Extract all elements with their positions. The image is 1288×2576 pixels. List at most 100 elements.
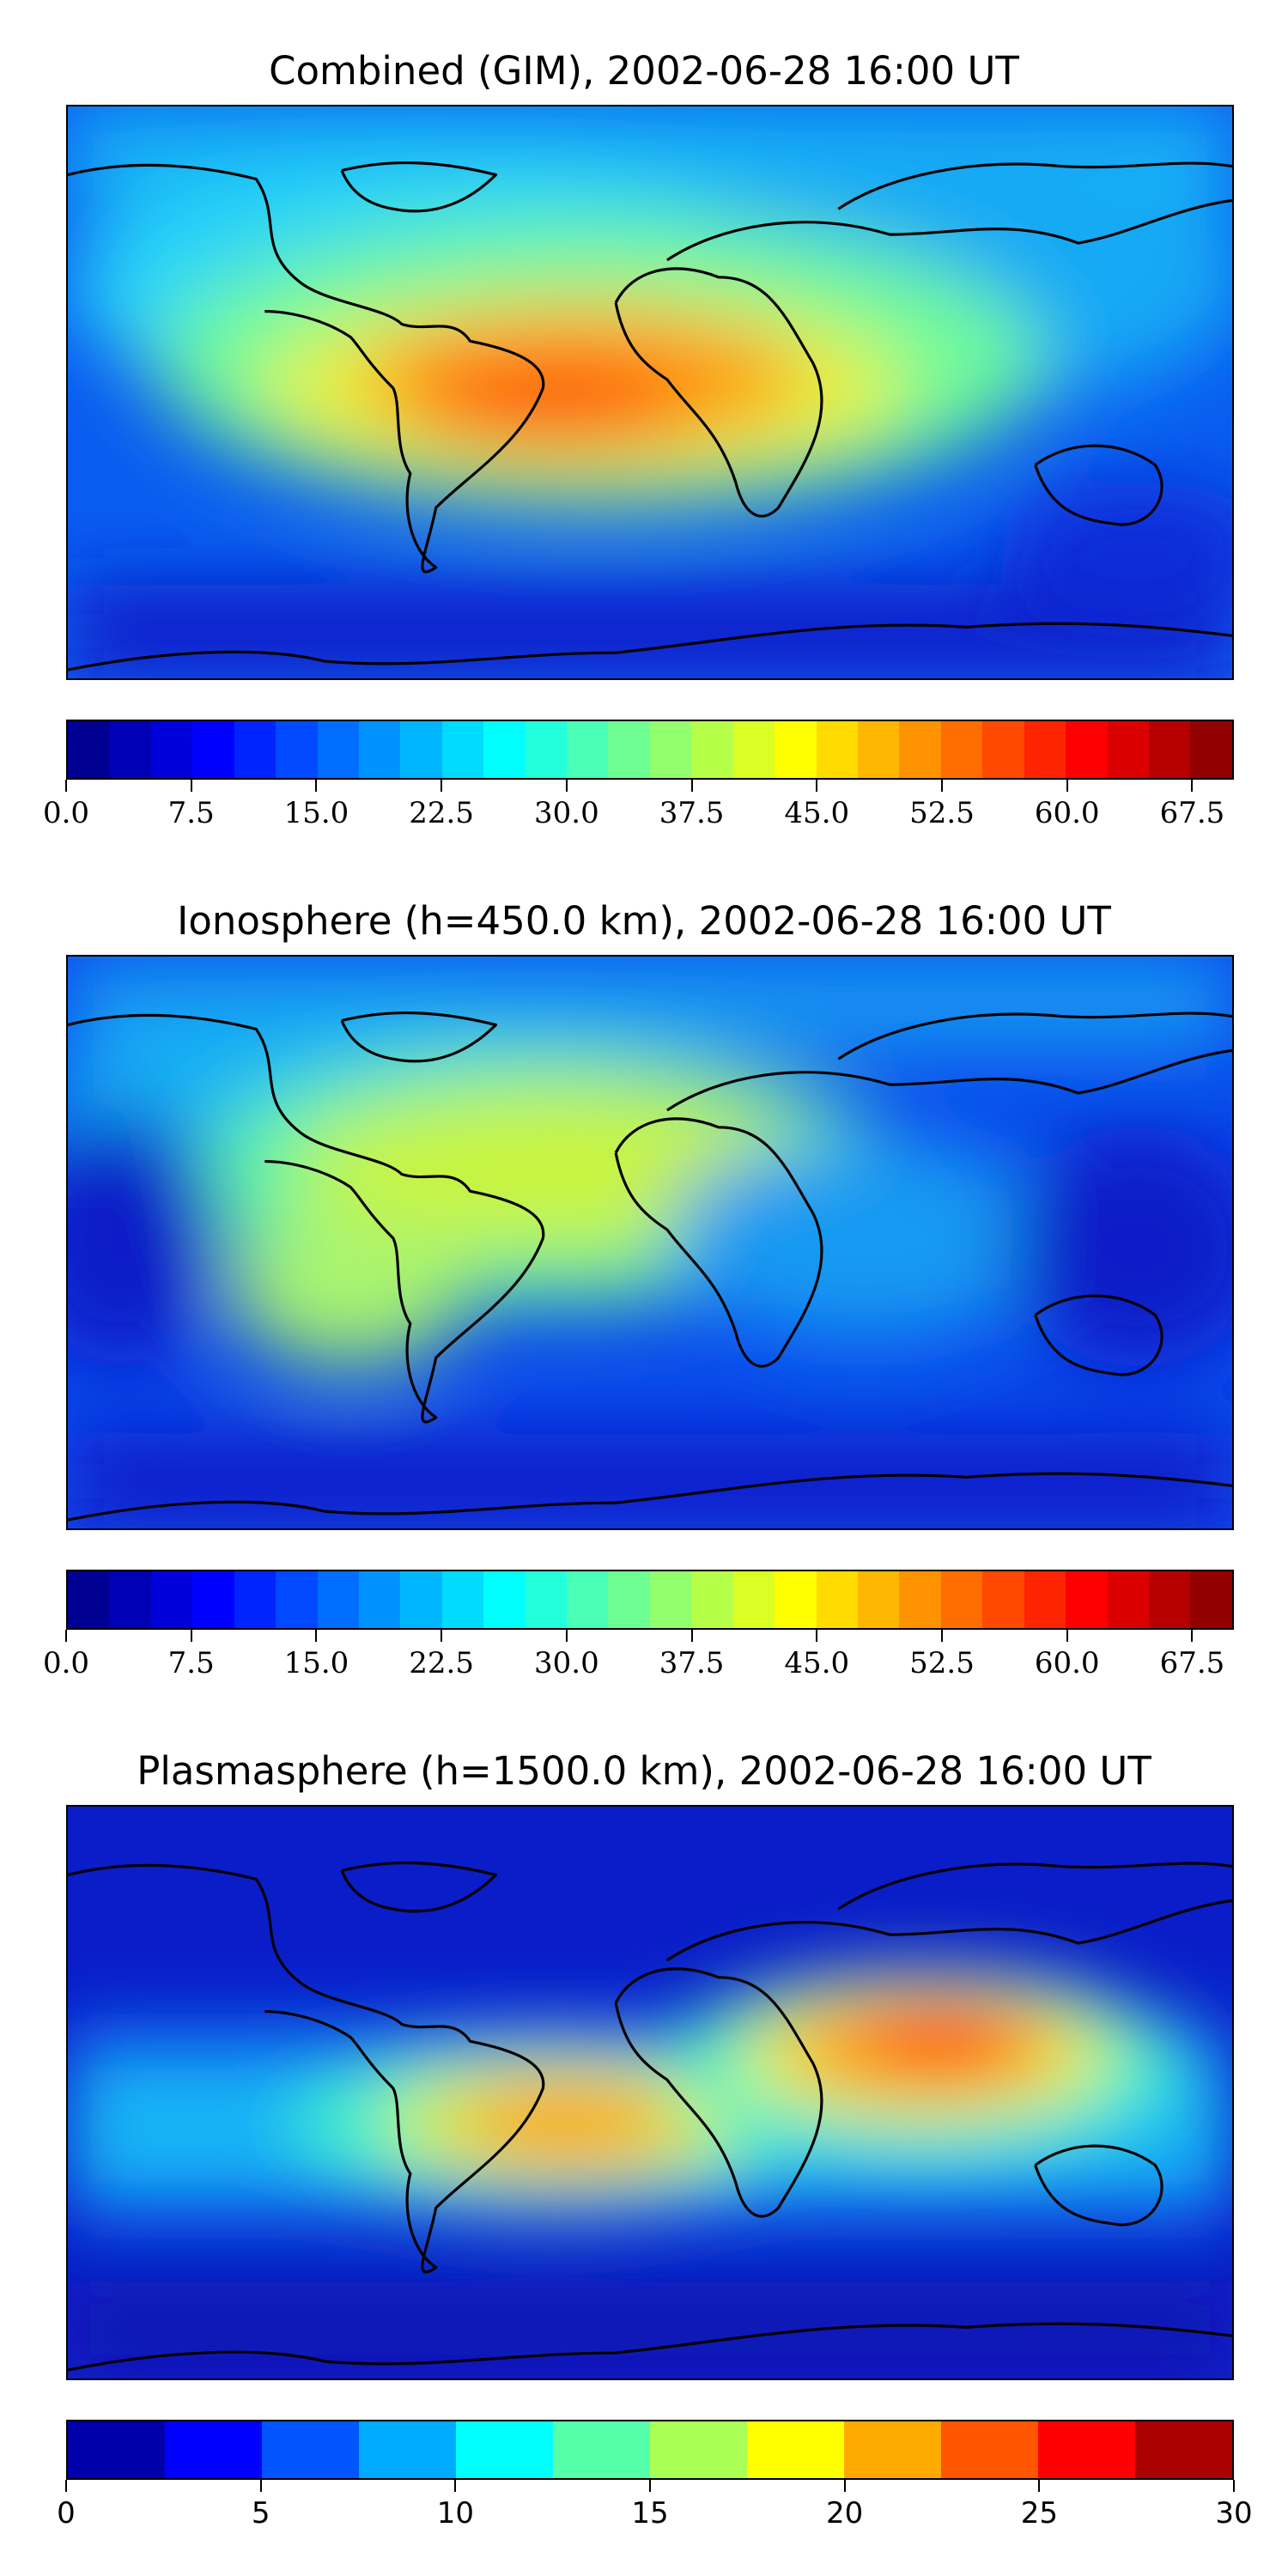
- colorbar-tick-label: 20: [826, 2496, 864, 2530]
- colorbar-level: [747, 2421, 844, 2478]
- colorbar-tick-mark: [65, 2480, 67, 2492]
- colorbar-level: [358, 1571, 401, 1628]
- colorbar-tick-mark: [690, 780, 693, 792]
- colorbar-level: [276, 1571, 318, 1628]
- colorbar-level: [109, 1571, 151, 1628]
- colorbar-level: [940, 721, 983, 778]
- colorbar-level: [899, 721, 941, 778]
- colorbar-tick-label: 67.5: [1159, 796, 1225, 830]
- colorbar-tick-label: 22.5: [409, 796, 474, 830]
- colorbar-level: [567, 1571, 609, 1628]
- colorbar-tick-mark: [65, 780, 67, 792]
- colorbar-level: [1066, 1571, 1108, 1628]
- colorbar-level: [68, 1571, 110, 1628]
- panel-1-colorbar: [66, 720, 1234, 780]
- colorbar-level: [1107, 721, 1149, 778]
- colorbar-level: [816, 721, 859, 778]
- colorbar-level: [649, 721, 692, 778]
- colorbar-level: [567, 721, 609, 778]
- colorbar-level: [775, 1571, 817, 1628]
- colorbar-tick-mark: [440, 780, 443, 792]
- panel-2-colorbar: [66, 1570, 1234, 1630]
- colorbar-tick-mark: [843, 2480, 846, 2492]
- colorbar-level: [732, 1571, 775, 1628]
- colorbar-level: [691, 721, 733, 778]
- colorbar-tick-label: 10: [436, 2496, 474, 2530]
- colorbar-level: [150, 1571, 193, 1628]
- colorbar-tick-mark: [65, 1630, 67, 1642]
- panel-1-coastlines: [68, 161, 1232, 671]
- panel-1-title: Combined (GIM), 2002-06-28 16:00 UT: [269, 48, 1019, 94]
- colorbar-level: [553, 2421, 650, 2478]
- colorbar-level: [940, 1571, 983, 1628]
- colorbar-tick-label: 45.0: [784, 796, 850, 830]
- colorbar-tick-label: 7.5: [167, 796, 215, 830]
- colorbar-level: [941, 2421, 1038, 2478]
- colorbar-tick-label: 67.5: [1159, 1646, 1225, 1680]
- colorbar-tick-label: 30.0: [533, 796, 599, 830]
- colorbar-tick-mark: [315, 1630, 318, 1642]
- colorbar-level: [1148, 1571, 1191, 1628]
- colorbar-tick-label: 60.0: [1034, 1646, 1100, 1680]
- colorbar-level: [525, 721, 568, 778]
- colorbar-level: [68, 721, 110, 778]
- colorbar-tick-label: 22.5: [409, 1646, 474, 1680]
- colorbar-level: [899, 1571, 941, 1628]
- colorbar-level: [1066, 721, 1108, 778]
- panel-2-coastlines: [68, 1011, 1232, 1522]
- colorbar-tick-label: 0.0: [42, 1646, 90, 1680]
- panel-1-colorbar-ticks: 0.0 7.5 15.0 22.5 30.0 37.5 45.0 52.5 60.0 67.5: [43, 780, 1234, 828]
- colorbar-level: [525, 1571, 568, 1628]
- colorbar-tick-label: 25: [1020, 2496, 1058, 2530]
- colorbar-level: [456, 2421, 553, 2478]
- colorbar-tick-mark: [816, 780, 818, 792]
- panel-3-colorbar: [66, 2420, 1234, 2480]
- colorbar-level: [1024, 1571, 1066, 1628]
- panel-3-coastlines: [68, 1861, 1232, 2372]
- panel-3-map: [66, 1805, 1234, 2380]
- colorbar-level: [192, 721, 234, 778]
- colorbar-tick-label: 0: [57, 2496, 76, 2530]
- colorbar-tick-mark: [941, 780, 943, 792]
- colorbar-tick-mark: [690, 1630, 693, 1642]
- colorbar-tick-mark: [941, 1630, 943, 1642]
- colorbar-tick-mark: [1038, 2480, 1041, 2492]
- colorbar-level: [483, 721, 526, 778]
- colorbar-tick-mark: [1066, 780, 1068, 792]
- panel-2-title: Ionosphere (h=450.0 km), 2002-06-28 16:0…: [177, 898, 1111, 944]
- colorbar-level: [982, 1571, 1024, 1628]
- colorbar-tick-label: 30.0: [533, 1646, 599, 1680]
- colorbar-level: [234, 721, 276, 778]
- colorbar-level: [858, 1571, 900, 1628]
- colorbar-level: [109, 721, 151, 778]
- panel-2-colorbar-ticks: 0.0 7.5 15.0 22.5 30.0 37.5 45.0 52.5 60.0 67.5: [43, 1630, 1234, 1678]
- colorbar-level: [400, 721, 442, 778]
- colorbar-tick-mark: [440, 1630, 443, 1642]
- colorbar-level: [775, 721, 817, 778]
- colorbar-tick-label: 60.0: [1034, 796, 1100, 830]
- colorbar-level: [400, 1571, 442, 1628]
- colorbar-tick-mark: [1066, 1630, 1068, 1642]
- colorbar-tick-mark: [565, 1630, 568, 1642]
- colorbar-tick-mark: [190, 1630, 192, 1642]
- colorbar-level: [262, 2421, 359, 2478]
- colorbar-tick-label: 15: [631, 2496, 669, 2530]
- colorbar-level: [358, 721, 401, 778]
- colorbar-tick-label: 15.0: [283, 1646, 349, 1680]
- colorbar-tick-label: 30: [1215, 2496, 1253, 2530]
- colorbar-tick-label: 52.5: [909, 796, 975, 830]
- colorbar-level: [649, 1571, 692, 1628]
- colorbar-tick-label: 37.5: [659, 1646, 725, 1680]
- colorbar-tick-mark: [1233, 2480, 1235, 2492]
- panel-3-colorbar-ticks: 0 5 10 15 20 25 30: [57, 2480, 1253, 2528]
- colorbar-level: [858, 721, 900, 778]
- colorbar-level: [1024, 721, 1066, 778]
- colorbar-level: [732, 721, 775, 778]
- colorbar-level: [844, 2421, 941, 2478]
- colorbar-level: [317, 721, 359, 778]
- colorbar-level: [483, 1571, 526, 1628]
- colorbar-tick-label: 37.5: [659, 796, 725, 830]
- colorbar-level: [608, 1571, 650, 1628]
- colorbar-tick-label: 52.5: [909, 1646, 975, 1680]
- colorbar-tick-mark: [315, 780, 318, 792]
